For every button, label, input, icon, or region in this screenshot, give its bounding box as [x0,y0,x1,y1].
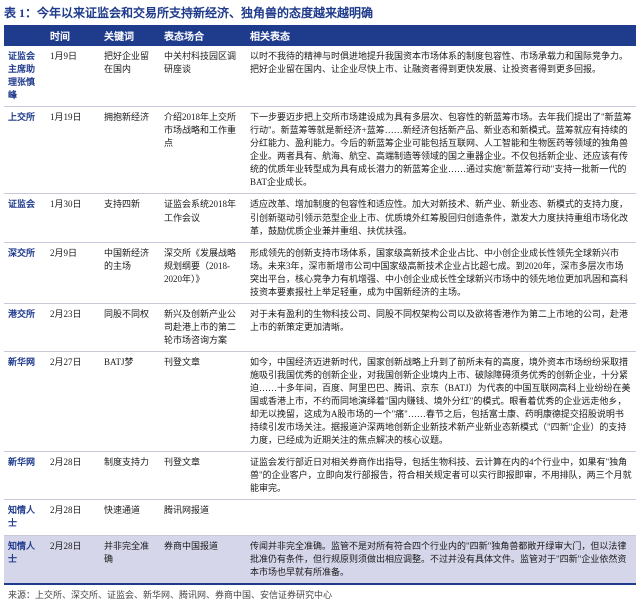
cell-c0: 证监会主席助理张慎峰 [4,46,46,107]
col-date: 时间 [46,25,100,46]
cell-c1: 2月28日 [46,452,100,500]
table-row: 证监会1月30日支持四新证监会系统2018年工作会议适应改革、增加制度的包容性和… [4,194,636,242]
table-row: 深交所2月9日中国新经济的主场深交所《发展战略规划纲要（2018-2020年）》… [4,242,636,303]
cell-c4: 证监会发行部近日对相关券商作出指导，包括生物科技、云计算在内的4个行业中，如果有… [246,452,636,500]
cell-c3: 深交所《发展战略规划纲要（2018-2020年）》 [160,242,246,303]
cell-c3: 刊登文章 [160,351,246,451]
cell-c1: 1月9日 [46,46,100,107]
table-row: 知情人士2月28日快速通道腾讯网报道 [4,500,636,535]
cell-c0: 新华网 [4,452,46,500]
col-speaker: 表态者 [4,25,46,46]
cell-c2: 支持四新 [100,194,160,242]
cell-c2: 拥抱新经济 [100,107,160,194]
cell-c3: 腾讯网报道 [160,500,246,535]
table-row: 港交所2月23日同股不同权新兴及创新产业公司赴港上市的第二轮市场咨询方案对于未有… [4,303,636,351]
header-row: 表态者 时间 关键词 表态场合 相关表态 [4,25,636,46]
cell-c4: 形成领先的创新支持市场体系，国家级高新技术企业占比、中小创企业成长性领先全球新兴… [246,242,636,303]
cell-c3: 证监会系统2018年工作会议 [160,194,246,242]
table-row: 证监会主席助理张慎峰1月9日把好企业留在国内中关村科技园区调研座谈以时不我待的精… [4,46,636,107]
cell-c1: 1月30日 [46,194,100,242]
cell-c4: 对于未有盈利的生物科技公司、同股不同权架构公司以及欲将香港作为第二上市地的公司，… [246,303,636,351]
cell-c2: 把好企业留在国内 [100,46,160,107]
cell-c1: 2月28日 [46,500,100,535]
cell-c4: 以时不我待的精神与时俱进地提升我国资本市场体系的制度包容性、市场承载力和国际竞争… [246,46,636,107]
cell-c1: 2月9日 [46,242,100,303]
cell-c0: 知情人士 [4,500,46,535]
cell-c0: 新华网 [4,351,46,451]
cell-c2: 同股不同权 [100,303,160,351]
cell-c3: 中关村科技园区调研座谈 [160,46,246,107]
table-row: 上交所1月19日拥抱新经济介绍2018年上交所市场战略和工作重点下一步要迈步把上… [4,107,636,194]
cell-c3: 新兴及创新产业公司赴港上市的第二轮市场咨询方案 [160,303,246,351]
cell-c2: 制度支持力 [100,452,160,500]
cell-c2: BATJ梦 [100,351,160,451]
cell-c0: 知情人士 [4,535,46,584]
cell-c0: 证监会 [4,194,46,242]
cell-c0: 港交所 [4,303,46,351]
cell-c1: 2月23日 [46,303,100,351]
cell-c0: 上交所 [4,107,46,194]
cell-c4: 适应改革、增加制度的包容性和适应性。加大对新技术、新产业、新业态、新模式的支持力… [246,194,636,242]
cell-c4: 传闻并非完全准确。监管不是对所有符合四个行业内的"四新"独角兽都敞开绿审大门，但… [246,535,636,584]
cell-c4: 下一步要迈步把上交所市场建设成为具有多层次、包容性的新蓝筹市场。去年我们提出了"… [246,107,636,194]
cell-c1: 1月19日 [46,107,100,194]
cell-c4 [246,500,636,535]
cell-c1: 2月27日 [46,351,100,451]
cell-c3: 介绍2018年上交所市场战略和工作重点 [160,107,246,194]
table-title: 表 1：今年以来证监会和交易所支持新经济、独角兽的态度越来越明确 [4,4,373,21]
source-note: 来源：上交所、深交所、证监会、新华网、腾讯网、券商中国、安信证券研究中心 [4,585,636,603]
main-table: 表态者 时间 关键词 表态场合 相关表态 证监会主席助理张慎峰1月9日把好企业留… [4,25,636,585]
cell-c0: 深交所 [4,242,46,303]
col-statement: 相关表态 [246,25,636,46]
table-row: 新华网2月28日制度支持力刊登文章证监会发行部近日对相关券商作出指导，包括生物科… [4,452,636,500]
cell-c2: 中国新经济的主场 [100,242,160,303]
table-row: 新华网2月27日BATJ梦刊登文章如今，中国经济迈进新时代，国家创新战略上升到了… [4,351,636,451]
table-row: 知情人士2月28日并非完全准确券商中国报道传闻并非完全准确。监管不是对所有符合四… [4,535,636,584]
cell-c2: 并非完全准确 [100,535,160,584]
col-occasion: 表态场合 [160,25,246,46]
cell-c2: 快速通道 [100,500,160,535]
cell-c3: 券商中国报道 [160,535,246,584]
col-keyword: 关键词 [100,25,160,46]
cell-c1: 2月28日 [46,535,100,584]
cell-c4: 如今，中国经济迈进新时代，国家创新战略上升到了前所未有的高度，境外资本市场纷纷采… [246,351,636,451]
cell-c3: 刊登文章 [160,452,246,500]
